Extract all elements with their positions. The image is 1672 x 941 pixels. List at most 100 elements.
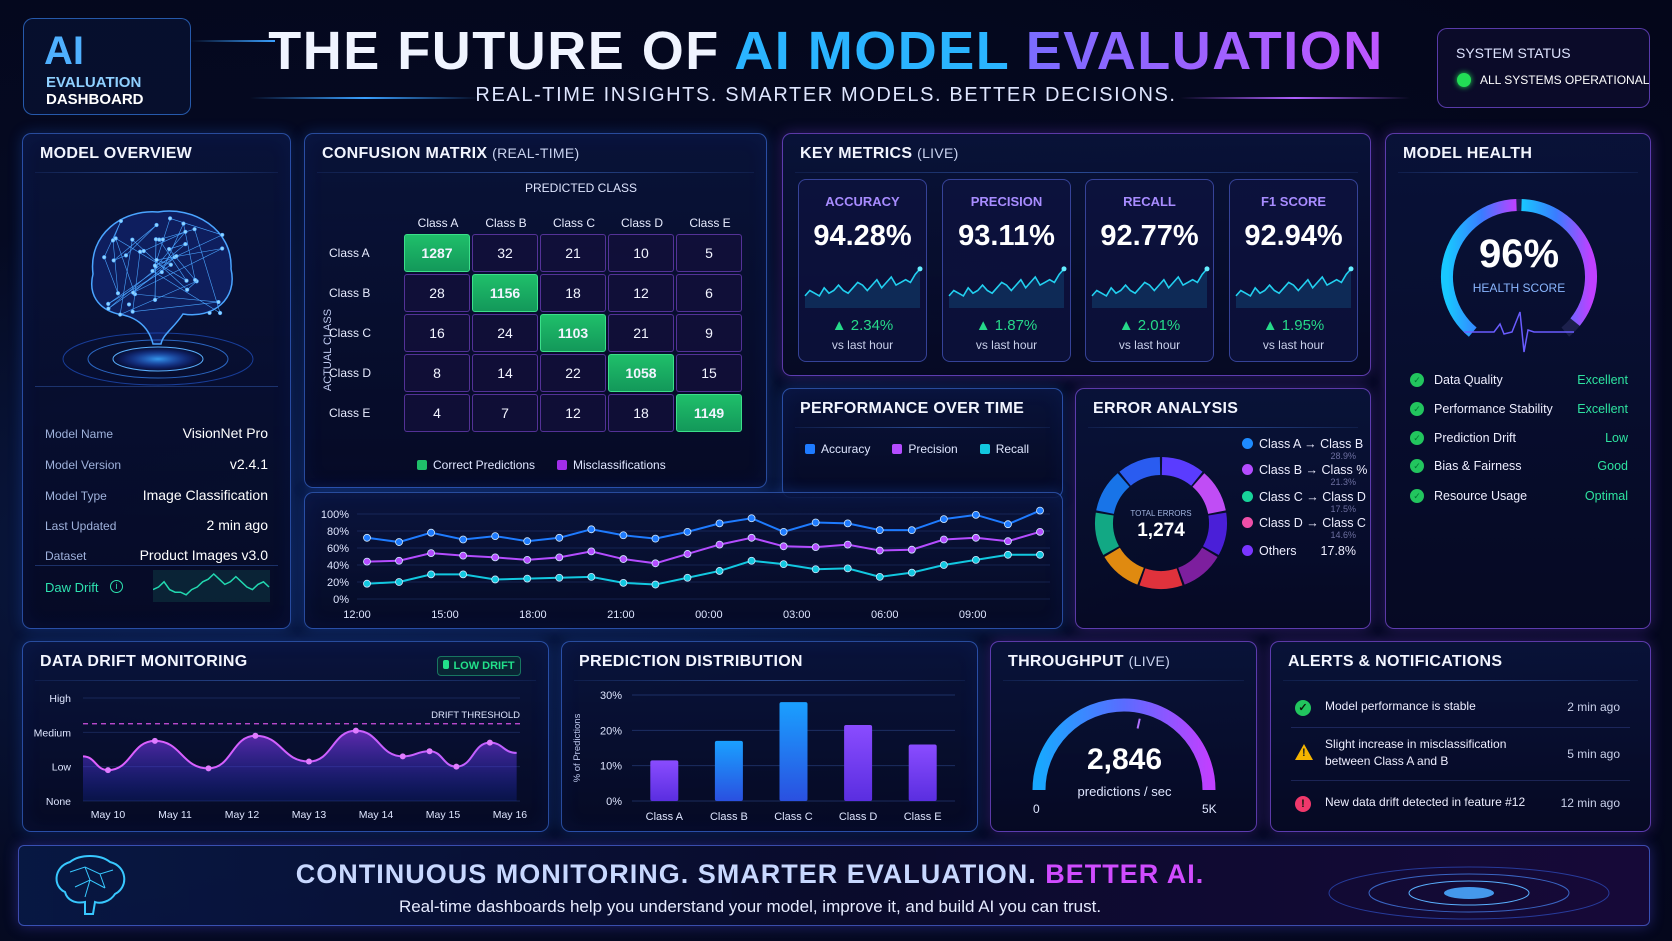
x-tick-label: 00:00 (695, 609, 723, 621)
matrix-cell: 18 (540, 274, 606, 312)
donut-segment (1119, 457, 1161, 486)
matrix-cell: 9 (676, 314, 742, 352)
x-tick-label: May 10 (91, 809, 126, 821)
network-link (194, 229, 221, 314)
y-tick-label: Low (52, 762, 72, 774)
logo-ai: AI (44, 29, 84, 73)
network-node (167, 216, 173, 221)
data-point (651, 534, 660, 543)
drift-area (83, 730, 517, 801)
matrix-cell: 7 (472, 394, 538, 432)
y-tick-label: 60% (327, 543, 349, 555)
matrix-cell-correct: 1156 (472, 274, 538, 312)
banner-text: Real-time dashboards help you understand… (398, 897, 1102, 916)
y-tick-label: Medium (34, 727, 72, 739)
data-point (683, 550, 692, 558)
network-link (132, 255, 177, 293)
metric-card-precision: PRECISION 93.11% ▲ 1.87% vs last hour (942, 179, 1071, 362)
info-key: Model Type (45, 489, 107, 503)
legend-percent: 14.6% (1330, 530, 1356, 540)
x-tick-label: 18:00 (519, 609, 547, 621)
data-point (875, 573, 884, 581)
data-point (843, 540, 852, 549)
data-point (523, 574, 532, 583)
drift-point (399, 753, 406, 760)
sparkline-area (1092, 268, 1207, 308)
network-node (183, 241, 188, 247)
matrix-cell: 32 (472, 234, 538, 272)
logo-line2: DASHBOARD (46, 91, 144, 108)
data-point (363, 557, 371, 566)
drift-point (105, 767, 111, 774)
matrix-cell: 24 (472, 314, 538, 352)
metric-value: 94.28% (813, 220, 912, 252)
health-item-label: Performance Stability (1434, 402, 1553, 416)
metric-label: PRECISION (970, 194, 1043, 209)
x-tick-label: 15:00 (431, 609, 459, 621)
network-link (170, 218, 223, 236)
sparkline-endpoint (1348, 266, 1354, 272)
header-deco-line (190, 40, 275, 42)
data-point (491, 575, 500, 584)
data-point (747, 514, 756, 523)
y-tick-label: 0% (606, 796, 622, 808)
heartbeat-line (1464, 311, 1574, 353)
row-header: Class E (329, 406, 371, 420)
y-tick-label: 0% (333, 594, 349, 606)
legend-item: Accuracy (805, 442, 870, 456)
data-point (747, 533, 756, 542)
row-header: Class C (329, 326, 372, 340)
metric-delta: ▲ 2.01% (1118, 317, 1181, 334)
donut-segment (1095, 512, 1120, 555)
bar-class-c (779, 702, 808, 801)
network-node (113, 236, 118, 241)
alert-message[interactable]: New data drift detected in feature #12 (1325, 795, 1526, 809)
x-tick-label: Class A (646, 811, 684, 823)
drift-point (426, 748, 433, 755)
matrix-cell: 12 (540, 394, 606, 432)
series-line-recall (366, 553, 1040, 586)
metric-value: 92.94% (1244, 220, 1343, 252)
data-point (939, 515, 948, 524)
legend-item: Precision (892, 442, 958, 456)
network-link (103, 257, 119, 294)
system-status-title: SYSTEM STATUS (1456, 45, 1571, 61)
header-deco-line (1180, 97, 1410, 99)
legend-item: Class C → Class D (1242, 490, 1366, 504)
data-point (427, 528, 435, 537)
alert-message[interactable]: Model performance is stable (1325, 699, 1476, 713)
network-link (134, 293, 219, 303)
x-tick-label: May 13 (292, 809, 327, 821)
network-link (152, 231, 186, 272)
legend-correct: Correct Predictions (417, 458, 535, 472)
network-node (220, 232, 225, 238)
panel-title: DATA DRIFT MONITORING (40, 653, 248, 670)
performance-chart-panel: 0% 20% 40% 60% 80% 100% 12:00 15:00 18:00 21:00 00… (304, 492, 1063, 629)
network-node (217, 310, 223, 316)
logo-line1: EVALUATION (46, 74, 142, 91)
health-score: 96% (1478, 232, 1560, 276)
alert-message[interactable]: Slight increase in misclassification betw… (1325, 737, 1507, 769)
hologram-platform (1328, 866, 1610, 920)
throughput-panel: THROUGHPUT (LIVE) 2,846 predictions / se… (990, 641, 1257, 832)
sparkline-area (805, 268, 920, 308)
network-link (152, 270, 221, 314)
health-item-value: Low (1605, 431, 1628, 445)
health-item-value: Excellent (1577, 373, 1628, 387)
network-node (150, 268, 155, 274)
alert-time: 2 min ago (1567, 700, 1620, 714)
title-sub: (LIVE) (1128, 653, 1171, 669)
title-part: AI MODEL (734, 21, 1026, 81)
metric-compare: vs last hour (1262, 338, 1325, 352)
legend-percent: 28.9% (1330, 451, 1356, 461)
network-node (115, 291, 121, 296)
metric-sparkline (948, 266, 1067, 308)
network-node (130, 237, 135, 242)
info-icon[interactable]: i (110, 580, 123, 593)
info-value: v2.4.1 (229, 456, 268, 472)
data-point (587, 547, 596, 556)
title-sub: (LIVE) (917, 145, 959, 161)
donut-segment (1192, 473, 1226, 514)
network-link (113, 224, 157, 261)
info-value: Image Classification (142, 487, 268, 503)
